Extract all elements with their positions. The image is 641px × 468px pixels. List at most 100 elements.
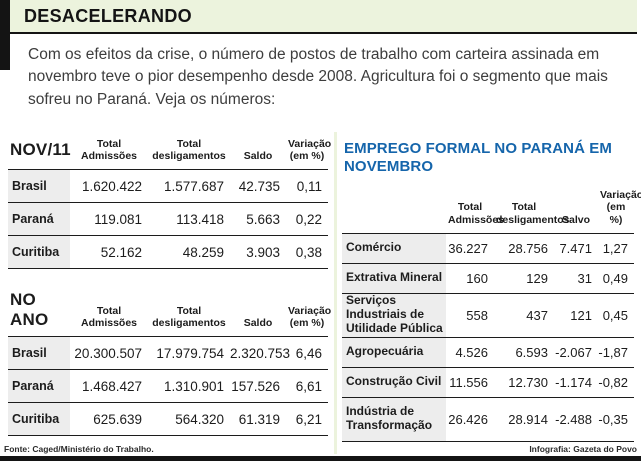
column-divider bbox=[334, 132, 337, 454]
table-row: Curitiba 52.162 48.259 3.903 0,38 bbox=[8, 235, 328, 270]
row-label: Indústria de Transformação bbox=[342, 397, 446, 442]
cell: 52.162 bbox=[70, 235, 148, 270]
cell: 0,45 bbox=[598, 293, 634, 338]
right-table-title: EMPREGO FORMAL NO PARANÁ EM NOVEMBRO bbox=[344, 140, 612, 175]
row-label: Serviços Industriais de Utilidade Públic… bbox=[342, 293, 446, 338]
table-period-label: NO ANO bbox=[8, 285, 70, 338]
footer: Fonte: Caged/Ministério do Trabalho. Inf… bbox=[4, 444, 637, 454]
cell: 1.577.687 bbox=[148, 169, 230, 204]
cell: 1.468.427 bbox=[70, 369, 148, 404]
cell: 48.259 bbox=[148, 235, 230, 270]
table-row: Agropecuária 4.526 6.593 -2.067 -1,87 bbox=[342, 337, 634, 368]
cell: 129 bbox=[494, 263, 554, 294]
cell: 6,61 bbox=[286, 369, 328, 404]
table-row: Construção Civil 11.556 12.730 -1.174 -0… bbox=[342, 367, 634, 398]
cell: 558 bbox=[446, 293, 494, 338]
table-row: Paraná 119.081 113.418 5.663 0,22 bbox=[8, 202, 328, 237]
row-label: Curitiba bbox=[8, 402, 70, 437]
left-accent-bar bbox=[0, 0, 10, 70]
table-nov11: NOV/11 Total Admissões Total desligament… bbox=[8, 133, 331, 270]
infographic-credit: Infografia: Gazeta do Povo bbox=[529, 444, 637, 454]
col-header: Saldo bbox=[230, 285, 286, 338]
left-column: NOV/11 Total Admissões Total desligament… bbox=[8, 133, 331, 437]
col-header: Variação (em %) bbox=[286, 133, 331, 171]
col-header-empty bbox=[342, 184, 446, 234]
right-column: EMPREGO FORMAL NO PARANÁ EM NOVEMBRO Tot… bbox=[342, 140, 641, 442]
table-row: Indústria de Transformação 26.426 28.914… bbox=[342, 397, 634, 442]
table-header-row: NO ANO Total Admissões Total desligament… bbox=[8, 285, 331, 338]
cell: 6,46 bbox=[286, 336, 328, 371]
cell: 61.319 bbox=[230, 402, 286, 437]
table-header-row: NOV/11 Total Admissões Total desligament… bbox=[8, 133, 331, 171]
col-header: Total desligamentos bbox=[494, 184, 570, 234]
row-label: Curitiba bbox=[8, 235, 70, 270]
intro-text: Com os efeitos da crise, o número de pos… bbox=[28, 46, 608, 108]
cell: 1.310.901 bbox=[148, 369, 230, 404]
cell: 160 bbox=[446, 263, 494, 294]
cell: 5.663 bbox=[230, 202, 286, 237]
page-title: DESACELERANDO bbox=[24, 5, 192, 26]
cell: 3.903 bbox=[230, 235, 286, 270]
header-bar: DESACELERANDO bbox=[10, 0, 637, 34]
cell: 113.418 bbox=[148, 202, 230, 237]
row-label: Paraná bbox=[8, 369, 70, 404]
table-no-ano: NO ANO Total Admissões Total desligament… bbox=[8, 285, 331, 437]
cell: 0,11 bbox=[286, 169, 328, 204]
cell: 36.227 bbox=[446, 233, 494, 264]
cell: 437 bbox=[494, 293, 554, 338]
row-label: Agropecuária bbox=[342, 337, 446, 368]
col-header: Saldo bbox=[230, 133, 286, 171]
col-header: Variação (em %) bbox=[598, 184, 641, 234]
col-header: Total desligamentos bbox=[148, 133, 230, 171]
cell: 6.593 bbox=[494, 337, 554, 368]
cell: 7.471 bbox=[554, 233, 598, 264]
col-header: Total Admissões bbox=[446, 184, 504, 234]
table-row: Paraná 1.468.427 1.310.901 157.526 6,61 bbox=[8, 369, 328, 404]
cell: 4.526 bbox=[446, 337, 494, 368]
cell: 564.320 bbox=[148, 402, 230, 437]
cell: 119.081 bbox=[70, 202, 148, 237]
row-label: Paraná bbox=[8, 202, 70, 237]
cell: -1.174 bbox=[554, 367, 598, 398]
source-credit: Fonte: Caged/Ministério do Trabalho. bbox=[4, 444, 154, 454]
cell: 625.639 bbox=[70, 402, 148, 437]
row-label: Extrativa Mineral bbox=[342, 263, 446, 294]
cell: 11.556 bbox=[446, 367, 494, 398]
cell: -1,87 bbox=[598, 337, 634, 368]
row-label: Brasil bbox=[8, 336, 70, 371]
row-label: Brasil bbox=[8, 169, 70, 204]
cell: 2.320.753 bbox=[230, 336, 290, 371]
cell: 31 bbox=[554, 263, 598, 294]
cell: 1,27 bbox=[598, 233, 634, 264]
table-row: Brasil 1.620.422 1.577.687 42.735 0,11 bbox=[8, 169, 328, 204]
cell: -2.488 bbox=[554, 397, 598, 442]
row-label: Comércio bbox=[342, 233, 446, 264]
cell: 0,49 bbox=[598, 263, 634, 294]
cell: 6,21 bbox=[286, 402, 328, 437]
cell: 42.735 bbox=[230, 169, 286, 204]
cell: 20.300.507 bbox=[70, 336, 148, 371]
cell: 121 bbox=[554, 293, 598, 338]
table-row: Comércio 36.227 28.756 7.471 1,27 bbox=[342, 233, 634, 264]
col-header: Total desligamentos bbox=[148, 285, 230, 338]
table-row: Extrativa Mineral 160 129 31 0,49 bbox=[342, 263, 634, 294]
cell: 0,38 bbox=[286, 235, 328, 270]
cell: -0,82 bbox=[598, 367, 634, 398]
table-emprego-formal: Total Admissões Total desligamentos Salv… bbox=[342, 184, 641, 442]
table-header-row: Total Admissões Total desligamentos Salv… bbox=[342, 184, 641, 234]
col-header: Variação (em %) bbox=[286, 285, 331, 338]
cell: 28.914 bbox=[494, 397, 554, 442]
cell: 12.730 bbox=[494, 367, 554, 398]
table-row: Serviços Industriais de Utilidade Públic… bbox=[342, 293, 634, 338]
col-header: Total Admissões bbox=[70, 285, 148, 338]
col-header: Salvo bbox=[554, 184, 598, 234]
table-gap bbox=[8, 269, 328, 285]
cell: -0,35 bbox=[598, 397, 634, 442]
cell: 28.756 bbox=[494, 233, 554, 264]
table-period-label: NOV/11 bbox=[8, 133, 71, 171]
cell: 1.620.422 bbox=[70, 169, 148, 204]
cell: 26.426 bbox=[446, 397, 494, 442]
cell: 17.979.754 bbox=[148, 336, 230, 371]
row-label: Construção Civil bbox=[342, 367, 446, 398]
